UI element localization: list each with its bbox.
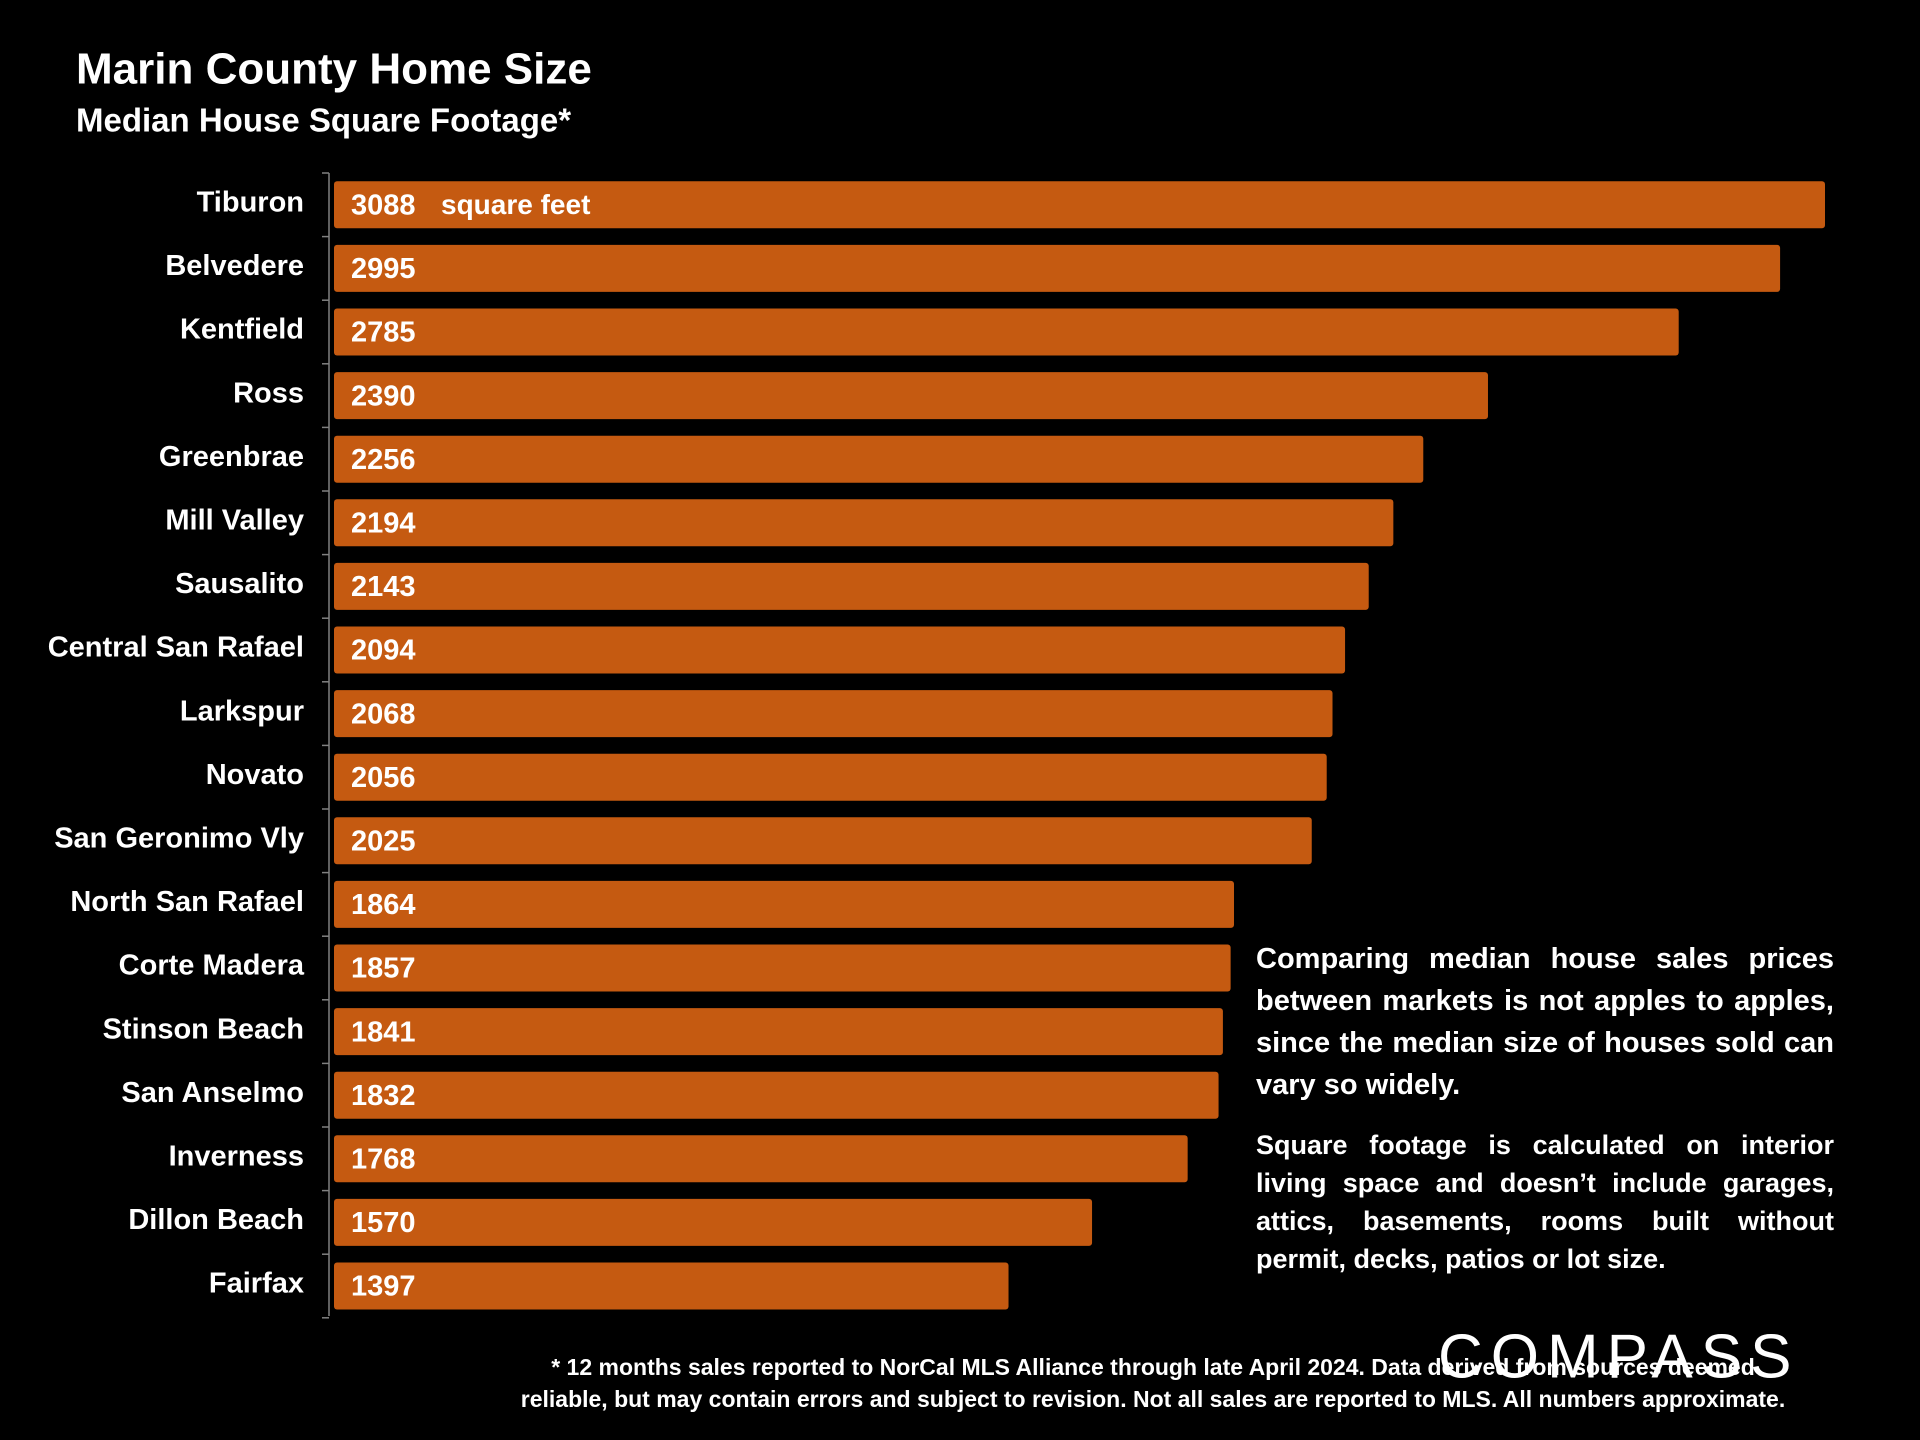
category-label: Larkspur [180,695,304,727]
value-label: 2785 [351,317,416,349]
category-label: Belvedere [165,250,304,282]
value-label: 1397 [351,1271,416,1303]
value-label: 1841 [351,1016,416,1048]
category-label: Ross [233,377,304,409]
value-label: 2056 [351,762,416,794]
bar [334,1008,1223,1056]
category-label: Novato [206,759,304,791]
value-label: 1857 [351,953,416,985]
bar [334,880,1235,928]
bar [334,690,1333,738]
category-label: Greenbrae [159,441,304,473]
value-label: 2094 [351,635,416,667]
value-label: 1864 [351,889,416,921]
category-label: Central San Rafael [48,632,304,664]
bar [334,562,1369,610]
footnote: * 12 months sales reported to NorCal MLS… [551,1354,1755,1380]
annotation: Square footage is calculated on interior… [1256,1130,1834,1274]
value-label: 2025 [351,825,416,857]
bar [334,1135,1188,1183]
value-label: 2995 [351,253,416,285]
annotation: Comparing median house sales prices betw… [1256,943,1834,1101]
bar [334,181,1825,229]
value-label: 1832 [351,1080,416,1112]
bar [334,499,1394,547]
category-label: San Geronimo Vly [54,822,304,854]
category-label: Kentfield [180,314,304,346]
category-label: Fairfax [209,1268,304,1300]
category-label: Dillon Beach [128,1204,304,1236]
value-label: 2194 [351,507,416,539]
category-label: Mill Valley [165,504,304,536]
bar [334,372,1488,420]
bar [334,1262,1009,1310]
value-label: 2068 [351,698,416,730]
bar [334,817,1312,865]
bar [334,308,1679,356]
category-label: Inverness [169,1140,304,1172]
bar [334,626,1346,674]
category-label: Sausalito [175,568,304,600]
value-label: 2143 [351,571,416,603]
bar [334,1071,1219,1119]
category-label: Tiburon [197,186,304,218]
bar [334,944,1231,992]
logo: COMPASS [1438,1322,1799,1391]
footnote: reliable, but may contain errors and sub… [521,1386,1785,1412]
value-label: 2390 [351,380,416,412]
bar [334,435,1424,483]
chart-title: Marin County Home Size [76,45,592,94]
value-label: 1768 [351,1143,416,1175]
bar [334,753,1327,801]
value-label: 3088 [351,189,416,221]
category-label: Stinson Beach [103,1013,304,1045]
unit-label: square feet [441,189,590,220]
value-label: 1570 [351,1207,416,1239]
chart-subtitle: Median House Square Footage* [76,102,571,139]
value-label: 2256 [351,444,416,476]
category-label: San Anselmo [121,1077,304,1109]
bar [334,244,1781,292]
category-label: Corte Madera [119,950,305,982]
bar [334,1198,1093,1246]
category-label: North San Rafael [70,886,304,918]
